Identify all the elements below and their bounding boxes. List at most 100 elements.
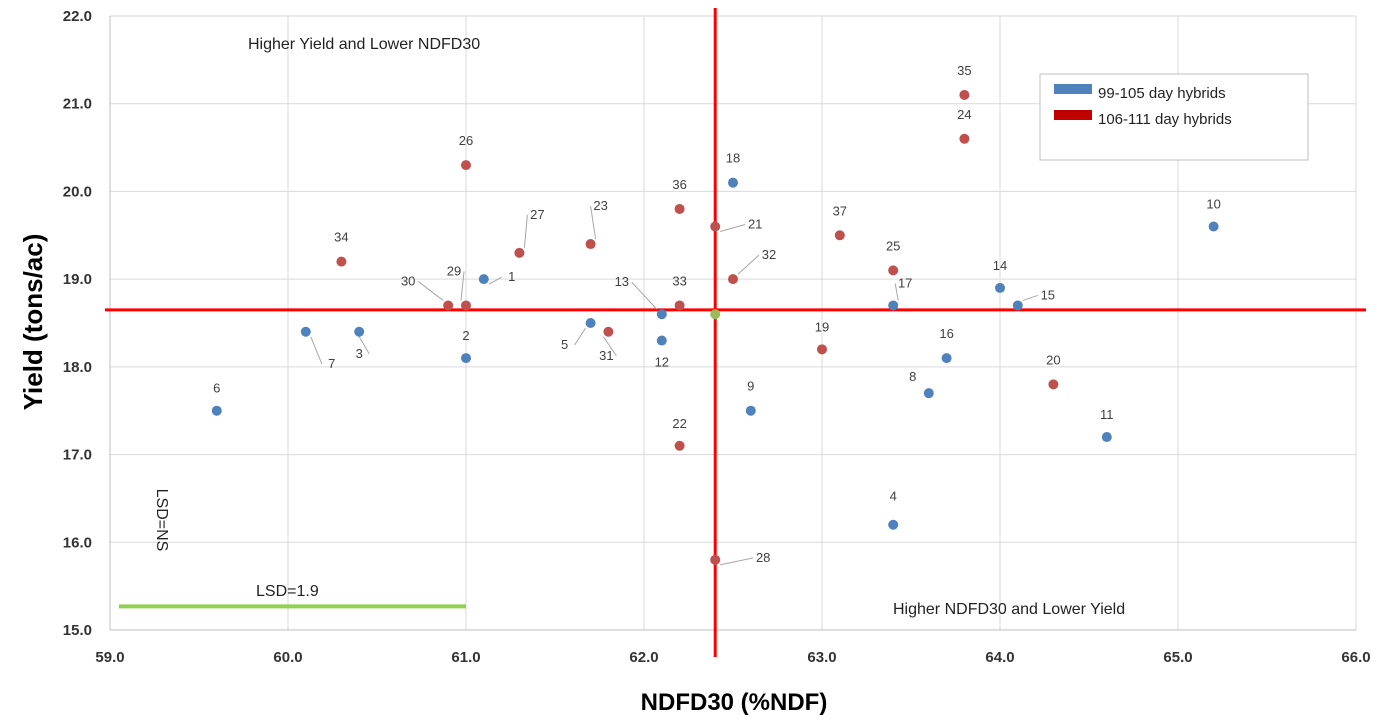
point-106-111-day-hybrids [443,300,454,311]
point-label: 5 [561,337,568,352]
point-106-111-day-hybrids [834,230,845,241]
point-label: 9 [747,379,754,394]
point-label: 3 [356,346,363,361]
point-label: 37 [833,203,847,218]
lsd-ns-label: LSD=NS [153,489,170,552]
leader-line [720,224,746,232]
leader-line [1022,294,1038,301]
leader-line [460,271,465,301]
point-99-105-day-hybrids [923,388,934,399]
point-99-105-day-hybrids [1101,432,1112,443]
point-99-105-day-hybrids [745,405,756,416]
y-tick-label: 19.0 [63,271,92,288]
point-99-105-day-hybrids [300,326,311,337]
leader-line [574,327,587,346]
point-106-111-day-hybrids [959,133,970,144]
point-label: 36 [672,177,686,192]
legend: 99-105 day hybrids 106-111 day hybrids [1039,73,1309,161]
point-99-105-day-hybrids [888,519,899,530]
leader-line [894,283,899,301]
point-label: 16 [939,326,953,341]
x-tick-label: 64.0 [985,649,1014,666]
leader-line [523,214,528,248]
data-points [211,89,1219,565]
point-label: 27 [530,207,544,222]
y-tick-label: 18.0 [63,359,92,376]
point-label: 17 [898,275,912,290]
leader-line [310,336,323,364]
y-tick-label: 22.0 [63,8,92,25]
point-106-111-day-hybrids [336,256,347,267]
point-label: 8 [909,369,916,384]
point-99-105-day-hybrids [354,326,365,337]
label-leaders [310,205,1038,566]
point-label: 19 [815,319,829,334]
point-106-111-day-hybrids [888,265,899,276]
point-99-105-day-hybrids [478,274,489,285]
y-tick-label: 20.0 [63,183,92,200]
point-106-111-day-hybrids [674,440,685,451]
point-label: 2 [462,328,469,343]
x-tick-label: 63.0 [807,649,836,666]
point-106-111-day-hybrids [461,160,471,171]
legend-label-early: 99-105 day hybrids [1098,85,1226,102]
point-106-111-day-hybrids [817,344,827,355]
point-106-111-day-hybrids [514,247,525,258]
leader-line [590,205,597,240]
point-label: 31 [599,348,613,363]
legend-swatch-early [1054,84,1092,94]
point-99-105-day-hybrids [461,353,471,364]
leader-line [358,336,370,355]
point-label: 33 [672,273,686,288]
point-label: 25 [886,238,900,253]
point-106-111-day-hybrids [585,239,596,250]
y-tick-label: 16.0 [63,534,92,551]
leader-line [737,254,760,275]
point-label: 20 [1046,352,1060,367]
point-106-111-day-hybrids [674,300,685,311]
point-99-105-day-hybrids [728,177,738,188]
point-label: 32 [762,247,776,262]
point-99-105-day-hybrids [941,353,952,364]
point-106-111-day-hybrids [461,300,471,311]
axis-ticks: 59.0 60.0 61.0 62.0 63.0 64.0 65.0 66.0 15.0 16.0… [63,8,1371,666]
point-label: 7 [328,356,335,371]
x-tick-label: 59.0 [95,649,124,666]
quadrant-label-bottom-right: Higher NDFD30 and Lower Yield [893,601,1125,618]
point-label: 11 [1100,407,1114,422]
point-106-111-day-hybrids [710,221,721,232]
point-99-105-day-hybrids [585,318,596,328]
point-106-111-day-hybrids [728,274,738,285]
y-tick-label: 21.0 [63,96,92,113]
leader-line [720,557,754,566]
point-106-111-day-hybrids [710,554,721,565]
lsd-value-label: LSD=1.9 [256,583,319,600]
point-label: 30 [401,273,415,288]
x-tick-label: 61.0 [451,649,480,666]
x-tick-label: 62.0 [629,649,658,666]
point-labels: 1234567891011121314151617181920212223242… [213,63,1221,565]
point-99-105-day-hybrids [656,335,667,346]
point-99-105-day-hybrids [211,405,222,416]
point-106-111-day-hybrids [1048,379,1059,390]
point-label: 29 [447,263,461,278]
x-axis-title: NDFD30 (%NDF) [641,689,828,716]
leader-line [631,281,658,310]
leader-line [488,276,503,285]
quadrant-label-top-left: Higher Yield and Lower NDFD30 [248,36,480,53]
point-106-111-day-hybrids [674,203,685,214]
reference-lines [105,8,1366,657]
point-99-105-day-hybrids [888,300,899,311]
point-label: 4 [890,489,897,504]
y-tick-label: 17.0 [63,447,92,464]
point-label: 18 [726,151,740,166]
point-99-105-day-hybrids [995,282,1005,293]
point-label: 21 [748,217,762,232]
point-99-105-day-hybrids [1208,221,1219,232]
point-label: 23 [593,198,607,213]
point-label: 35 [957,63,971,78]
leader-line [602,336,617,357]
point-99-105-day-hybrids [1012,300,1023,311]
point-reference-marker [710,309,721,320]
